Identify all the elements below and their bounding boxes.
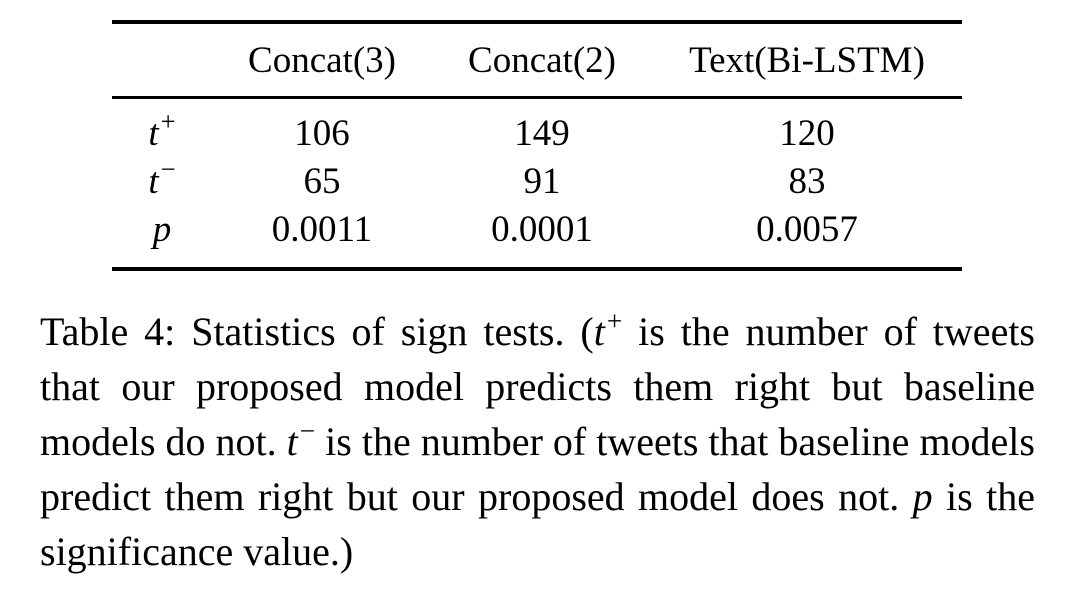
caption-text: Table 4: Statistics of sign tests. ( xyxy=(40,309,594,354)
table-header-row: Concat(3) Concat(2) Text(Bi-LSTM) xyxy=(112,22,962,98)
cell-value: 0.0001 xyxy=(491,208,593,250)
cell-value: 91 xyxy=(523,160,561,202)
caption-var-t: t xyxy=(593,309,605,354)
cell-value: 0.0011 xyxy=(271,208,373,250)
row-label-t-plus: t+ xyxy=(112,98,212,158)
results-table-container: Concat(3) Concat(2) Text(Bi-LSTM) t+ 106… xyxy=(112,20,962,271)
header-empty-cell xyxy=(112,22,212,98)
caption-text: is the number of tweets that baseline mo… xyxy=(40,419,1035,519)
row-label-base: t xyxy=(148,160,159,202)
header-text-bilstm: Text(Bi-LSTM) xyxy=(689,39,925,81)
caption-sup-plus: + xyxy=(606,306,623,337)
cell-value: 106 xyxy=(294,112,350,154)
caption-text: is the significance value.) xyxy=(40,474,1035,574)
row-label-p: p xyxy=(112,205,212,269)
table-row-t-minus: t− 65 91 83 xyxy=(112,153,962,205)
caption-sup-minus: − xyxy=(299,416,316,447)
row-label-t-minus: t− xyxy=(112,153,212,205)
row-label-base: t xyxy=(148,112,159,154)
header-concat3: Concat(3) xyxy=(248,39,396,81)
row-label-base: p xyxy=(152,208,172,250)
cell-value: 0.0057 xyxy=(756,208,858,250)
table-row-t-plus: t+ 106 149 120 xyxy=(112,98,962,158)
table-caption: Table 4: Statistics of sign tests. (t+ i… xyxy=(40,304,1035,579)
cell-value: 83 xyxy=(788,160,826,202)
caption-var-t: t xyxy=(286,419,298,464)
caption-var-p: p xyxy=(912,474,933,519)
row-label-sup: + xyxy=(160,105,176,136)
cell-value: 65 xyxy=(303,160,341,202)
cell-value: 120 xyxy=(779,112,835,154)
row-label-sup: − xyxy=(160,153,176,184)
header-concat2: Concat(2) xyxy=(468,39,616,81)
sign-test-table: Concat(3) Concat(2) Text(Bi-LSTM) t+ 106… xyxy=(112,20,962,271)
cell-value: 149 xyxy=(514,112,570,154)
table-row-p: p 0.0011 0.0001 0.0057 xyxy=(112,205,962,269)
caption-text: is the number of tweets that our propose… xyxy=(40,309,1035,464)
